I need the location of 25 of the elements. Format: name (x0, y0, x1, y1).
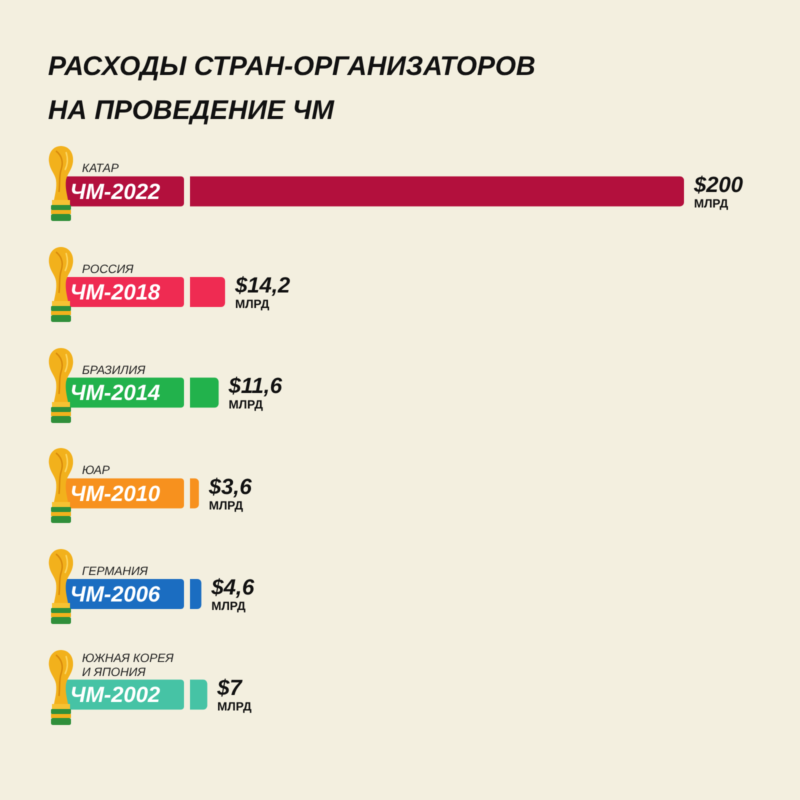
bar (190, 378, 219, 408)
data-label: $11,6 МЛРД (228, 373, 283, 412)
data-label: $200 МЛРД (693, 172, 744, 210)
y-tick-label: ЧМ-2014 (70, 380, 160, 406)
bar (190, 277, 226, 307)
bar (190, 176, 684, 206)
y-tick-label: ЧМ-2018 (70, 280, 161, 304)
y-tick-label: ЧМ-2010 (70, 480, 161, 506)
data-label: $14,2 МЛРД (234, 272, 291, 311)
y-tick-label: ЧМ-2022 (70, 178, 161, 204)
chart-title: РАСХОДЫ СТРАН-ОРГАНИЗАТОРОВ НА ПРОВЕДЕНИЕ ЧМ (48, 50, 537, 127)
data-label: $3,6 МЛРД (208, 474, 252, 512)
text: ГЕРМАНИЯ (82, 564, 148, 578)
data-label: $7 МЛРД (216, 675, 252, 714)
y-tick-label: ЧМ-2006 (70, 582, 161, 606)
text: РОССИЯ (82, 262, 134, 276)
text: БРАЗИЛИЯ (82, 362, 146, 377)
y-tick-label: ЧМ-2002 (70, 682, 161, 708)
text: ЮАР (82, 463, 110, 478)
bar (190, 680, 208, 710)
data-label: $4,6 МЛРД (210, 574, 255, 613)
bar (190, 579, 202, 609)
text: КАТАР (82, 161, 119, 176)
bar (190, 478, 199, 508)
text: ЮЖНАЯ КОРЕЯ И ЯПОНИЯ (82, 650, 175, 679)
